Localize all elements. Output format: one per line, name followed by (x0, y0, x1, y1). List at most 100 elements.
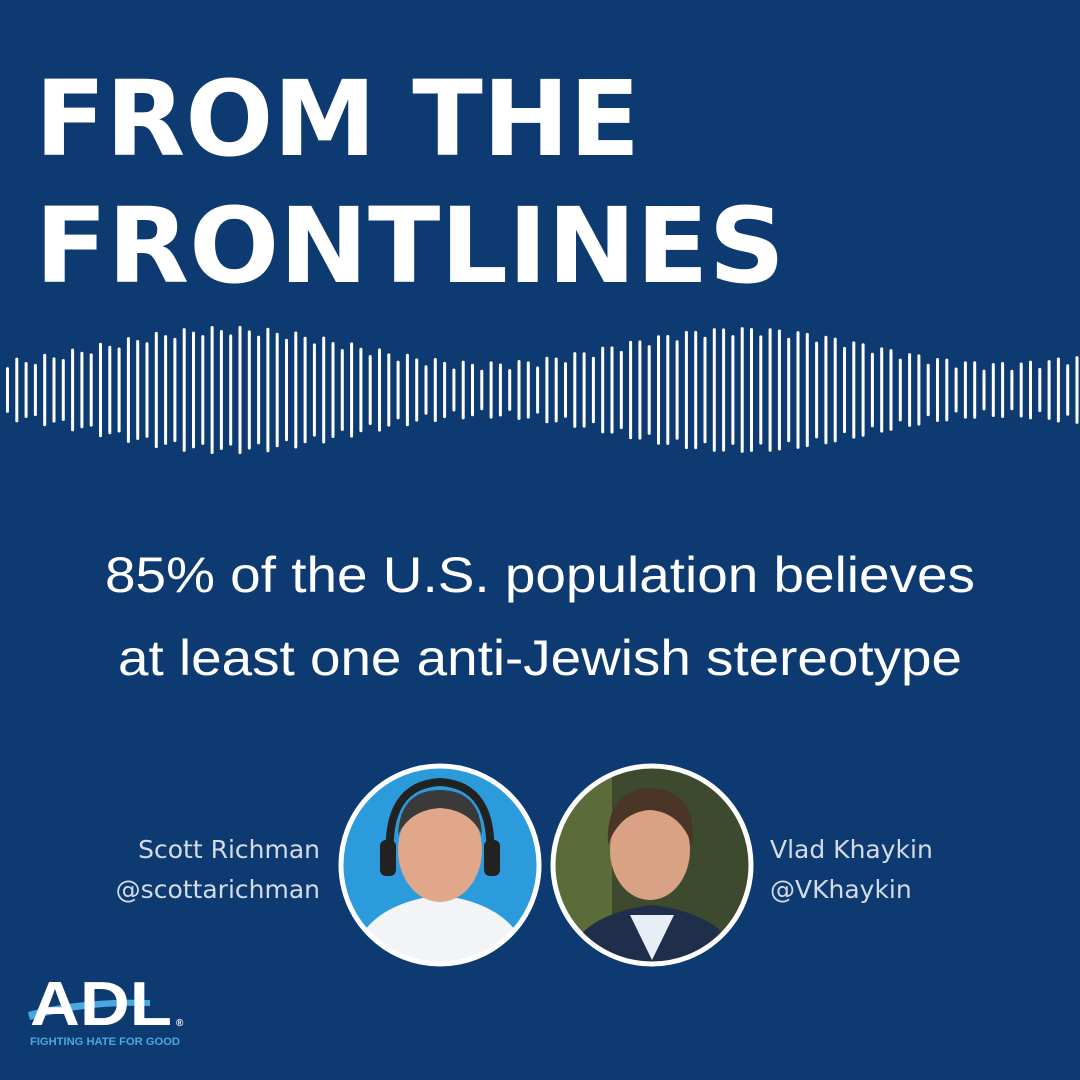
waveform-bar (796, 331, 800, 449)
waveform-bar (443, 361, 447, 419)
waveform-bar (229, 334, 233, 446)
waveform-bar (275, 332, 279, 448)
waveform-bar (1019, 362, 1023, 418)
waveform-bar (266, 327, 270, 453)
waveform-bar (43, 353, 47, 427)
waveform-bar (387, 353, 391, 427)
waveform-bar (1047, 360, 1051, 420)
waveform-bar (201, 335, 205, 445)
waveform-bar (350, 342, 354, 438)
waveform-bar (582, 352, 586, 428)
waveform-bar (1038, 367, 1042, 413)
waveform-bar (80, 351, 84, 429)
waveform-bar (936, 357, 939, 423)
waveform-bar (647, 345, 651, 435)
waveform-bar (489, 361, 493, 419)
waveform-bar (331, 341, 335, 439)
waveform-bar (1056, 357, 1060, 423)
waveform-bar (684, 330, 688, 450)
waveform-bar (657, 335, 660, 445)
logo-registered: ® (176, 1018, 184, 1029)
title-line: FRONTLINES (35, 185, 785, 307)
waveform-bar (6, 367, 9, 413)
host-name: Vlad Khaykin (770, 835, 933, 864)
waveform-bar (164, 335, 168, 445)
waveform-bar (1029, 360, 1032, 420)
waveform-bar (908, 353, 912, 427)
waveform-bar (852, 341, 856, 439)
waveform-bar (285, 338, 288, 442)
waveform-bar (1066, 364, 1070, 416)
waveform-bar (740, 327, 744, 453)
waveform-bar (71, 348, 75, 432)
waveform-bar (61, 359, 65, 421)
waveform-bar (619, 350, 623, 430)
waveform-bar (675, 340, 679, 440)
title-line: FROM THE (35, 58, 640, 180)
waveform-bar (294, 331, 298, 449)
photo-frame (550, 763, 754, 967)
waveform-bar (564, 362, 567, 418)
waveform-bar (917, 354, 921, 426)
waveform-bar (973, 361, 977, 419)
waveform-bar (89, 353, 93, 427)
waveform-bar (508, 369, 512, 411)
waveform-bar (173, 337, 177, 443)
waveform-bar (238, 325, 242, 455)
waveform-bar (536, 366, 540, 414)
waveform-bar (1010, 369, 1014, 411)
waveform-bar (722, 328, 726, 452)
waveform (6, 325, 1079, 455)
waveform-bar (666, 334, 670, 446)
adl-logo: ADL ® FIGHTING HATE FOR GOOD (28, 970, 184, 1048)
waveform-bar (759, 335, 763, 445)
logo-tagline: FIGHTING HATE FOR GOOD (30, 1036, 180, 1048)
waveform-bar (768, 328, 772, 452)
waveform-bar (591, 356, 595, 424)
waveform-bar (405, 353, 409, 427)
waveform-bar (991, 362, 995, 418)
waveform-bar (805, 332, 809, 448)
waveform-bar (182, 328, 186, 452)
waveform-bar (247, 330, 251, 450)
waveform-bar (787, 337, 791, 443)
waveform-bar (257, 335, 261, 445)
waveform-bar (815, 341, 819, 439)
headline-line: 85% of the U.S. population believes (105, 547, 975, 603)
waveform-bar (192, 331, 195, 449)
waveform-bar (480, 369, 484, 411)
waveform-bar (880, 347, 884, 433)
waveform-bar (731, 335, 735, 445)
waveform-bar (452, 368, 456, 412)
waveform-bar (52, 357, 56, 423)
waveform-bar (573, 352, 577, 428)
waveform-bar (824, 335, 828, 445)
host-handle: @scottarichman (116, 875, 320, 904)
waveform-bar (359, 347, 363, 433)
waveform-bar (777, 329, 781, 451)
waveform-bar (694, 330, 698, 450)
waveform-bar (517, 359, 521, 421)
waveform-bar (461, 360, 465, 420)
waveform-bar (703, 336, 707, 444)
waveform-bar (24, 361, 28, 419)
waveform-bar (498, 363, 502, 417)
waveform-bar (99, 342, 102, 438)
waveform-bar (471, 363, 474, 417)
waveform-bar (368, 354, 372, 426)
waveform-bar (963, 361, 967, 419)
waveform-bar (554, 357, 558, 423)
waveform-bar (945, 358, 949, 422)
waveform-bar (870, 352, 874, 428)
waveform-bar (843, 346, 846, 434)
waveform-bar (396, 360, 400, 420)
headline-line: at least one anti-Jewish stereotype (118, 630, 962, 686)
host-handle: @VKhaykin (770, 875, 912, 904)
waveform-bar (610, 346, 614, 434)
waveform-bar (750, 327, 753, 453)
waveform-bar (889, 349, 893, 431)
waveform-bar (33, 363, 37, 417)
waveform-bar (1075, 356, 1079, 424)
